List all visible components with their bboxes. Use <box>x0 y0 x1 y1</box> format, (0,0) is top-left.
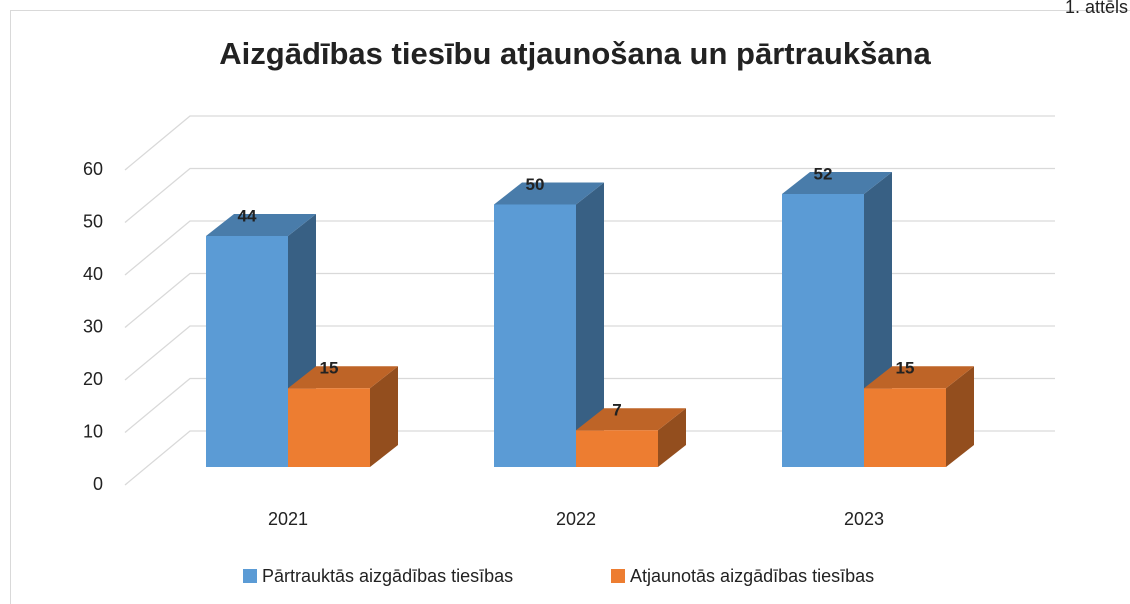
legend-swatch <box>243 569 257 583</box>
y-tick-label: 10 <box>83 421 103 441</box>
legend-label: Atjaunotās aizgādības tiesības <box>630 566 874 586</box>
chart-title: Aizgādības tiesību atjaunošana un pārtra… <box>219 36 931 71</box>
value-label: 7 <box>612 401 621 420</box>
x-tick-label: 2023 <box>844 509 884 529</box>
legend-swatch <box>611 569 625 583</box>
bar-side <box>576 182 604 467</box>
bar <box>288 388 370 467</box>
grid-line <box>124 220 1055 276</box>
grid-line <box>124 167 1055 223</box>
bar <box>576 430 658 467</box>
y-tick-label: 60 <box>83 159 103 179</box>
bar-top <box>288 366 398 389</box>
bar <box>864 388 946 467</box>
y-tick-label: 30 <box>83 316 103 336</box>
x-tick-label: 2022 <box>556 509 596 529</box>
bar-side <box>370 366 398 467</box>
grid-line <box>124 325 1055 381</box>
bar <box>494 204 576 467</box>
legend-label: Pārtrauktās aizgādības tiesības <box>262 566 513 586</box>
grid-line <box>124 115 1055 171</box>
y-tick-label: 40 <box>83 264 103 284</box>
y-tick-label: 50 <box>83 211 103 231</box>
grid-line <box>124 377 1055 433</box>
y-tick-label: 20 <box>83 369 103 389</box>
value-label: 50 <box>526 175 545 194</box>
value-label: 52 <box>814 164 833 183</box>
bar <box>782 194 864 467</box>
bar-top <box>206 214 316 236</box>
grid-line <box>124 272 1055 328</box>
x-tick-label: 2021 <box>268 509 308 529</box>
grid-line <box>124 430 1055 486</box>
bar-top <box>576 408 686 431</box>
caption: 1. attēls <box>1065 0 1128 17</box>
bar-top <box>782 172 892 194</box>
bar-top <box>494 182 604 205</box>
bar-top <box>864 366 974 389</box>
bar <box>206 236 288 467</box>
bar-side <box>946 366 974 467</box>
value-label: 15 <box>320 359 339 378</box>
value-label: 44 <box>238 206 257 225</box>
value-label: 15 <box>896 359 915 378</box>
bar-side <box>658 408 686 467</box>
y-tick-label: 0 <box>93 474 103 494</box>
